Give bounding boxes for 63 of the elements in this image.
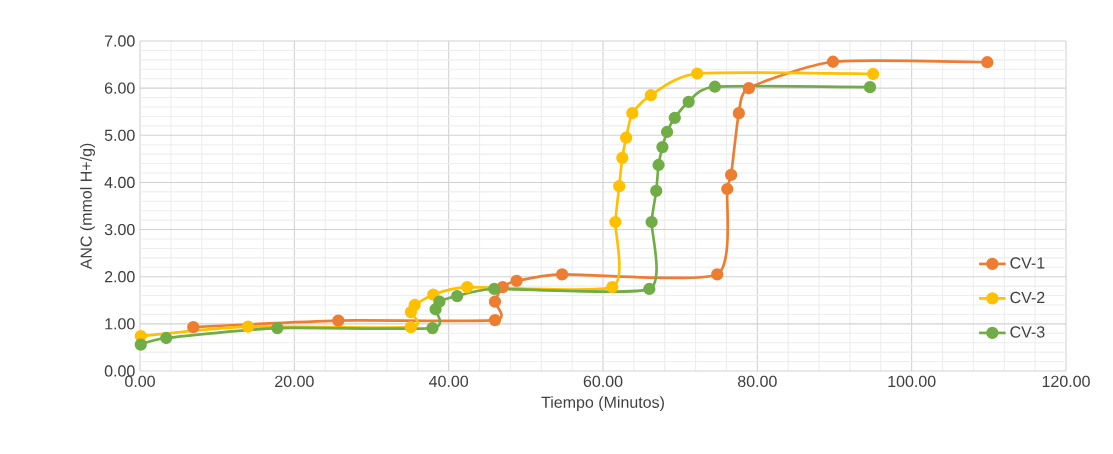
y-tick-label: 6.00 [104,82,135,94]
point [682,95,695,108]
y-tick-label: 1.00 [105,318,135,330]
point [488,313,502,327]
x-tick-label: 0.00 [125,375,155,388]
point [433,295,446,308]
point [643,282,656,296]
point [656,140,669,154]
point [510,274,523,288]
x-tick-label: 40.00 [429,375,469,388]
point [134,338,147,351]
point [160,331,173,345]
point [721,182,734,196]
y-tick-label: 2.00 [104,271,135,283]
y-tick-label: 4.00 [104,176,135,189]
y-tick-label: 3.00 [104,223,135,236]
y-tick-label: 7.00 [104,35,135,47]
point [404,321,417,334]
point [660,125,674,139]
point [241,320,255,333]
point [620,131,633,144]
point [488,282,501,296]
point [626,107,639,120]
point [981,56,994,69]
point [668,111,681,124]
point [606,280,619,294]
x-tick-label: 80.00 [738,375,777,388]
y-tick-label: 0.00 [104,365,135,377]
point [732,107,745,120]
point [645,215,658,229]
point [616,151,629,165]
point [408,298,421,312]
x-tick-label: 120.00 [1042,375,1090,388]
x-tick-label: 60.00 [583,375,623,388]
point [724,168,738,182]
legend-label: CV-2 [1010,291,1045,304]
point [187,321,200,334]
point [650,184,663,198]
point [451,289,464,303]
point [826,55,840,68]
point [742,82,755,95]
legend-label: CV-1 [1010,257,1045,269]
point [426,321,439,335]
x-tick-label: 20.00 [275,375,314,388]
point [711,268,724,281]
point [613,180,626,193]
point [708,80,722,93]
point [652,158,665,172]
point [644,89,657,102]
x-tick-label: 100.00 [888,375,936,388]
point [488,295,502,308]
x-axis-title: Tiempo (Minutos) [541,396,664,412]
point [461,280,474,294]
point [555,268,569,281]
y-tick-label: 5.00 [104,129,135,141]
point [691,67,704,80]
point [863,81,877,94]
y-axis-title: ANC (mmol H+/g) [80,143,95,270]
legend-label: CV-3 [1010,326,1045,338]
point [609,215,622,229]
point [866,67,880,81]
point [271,321,284,335]
point [332,314,345,327]
